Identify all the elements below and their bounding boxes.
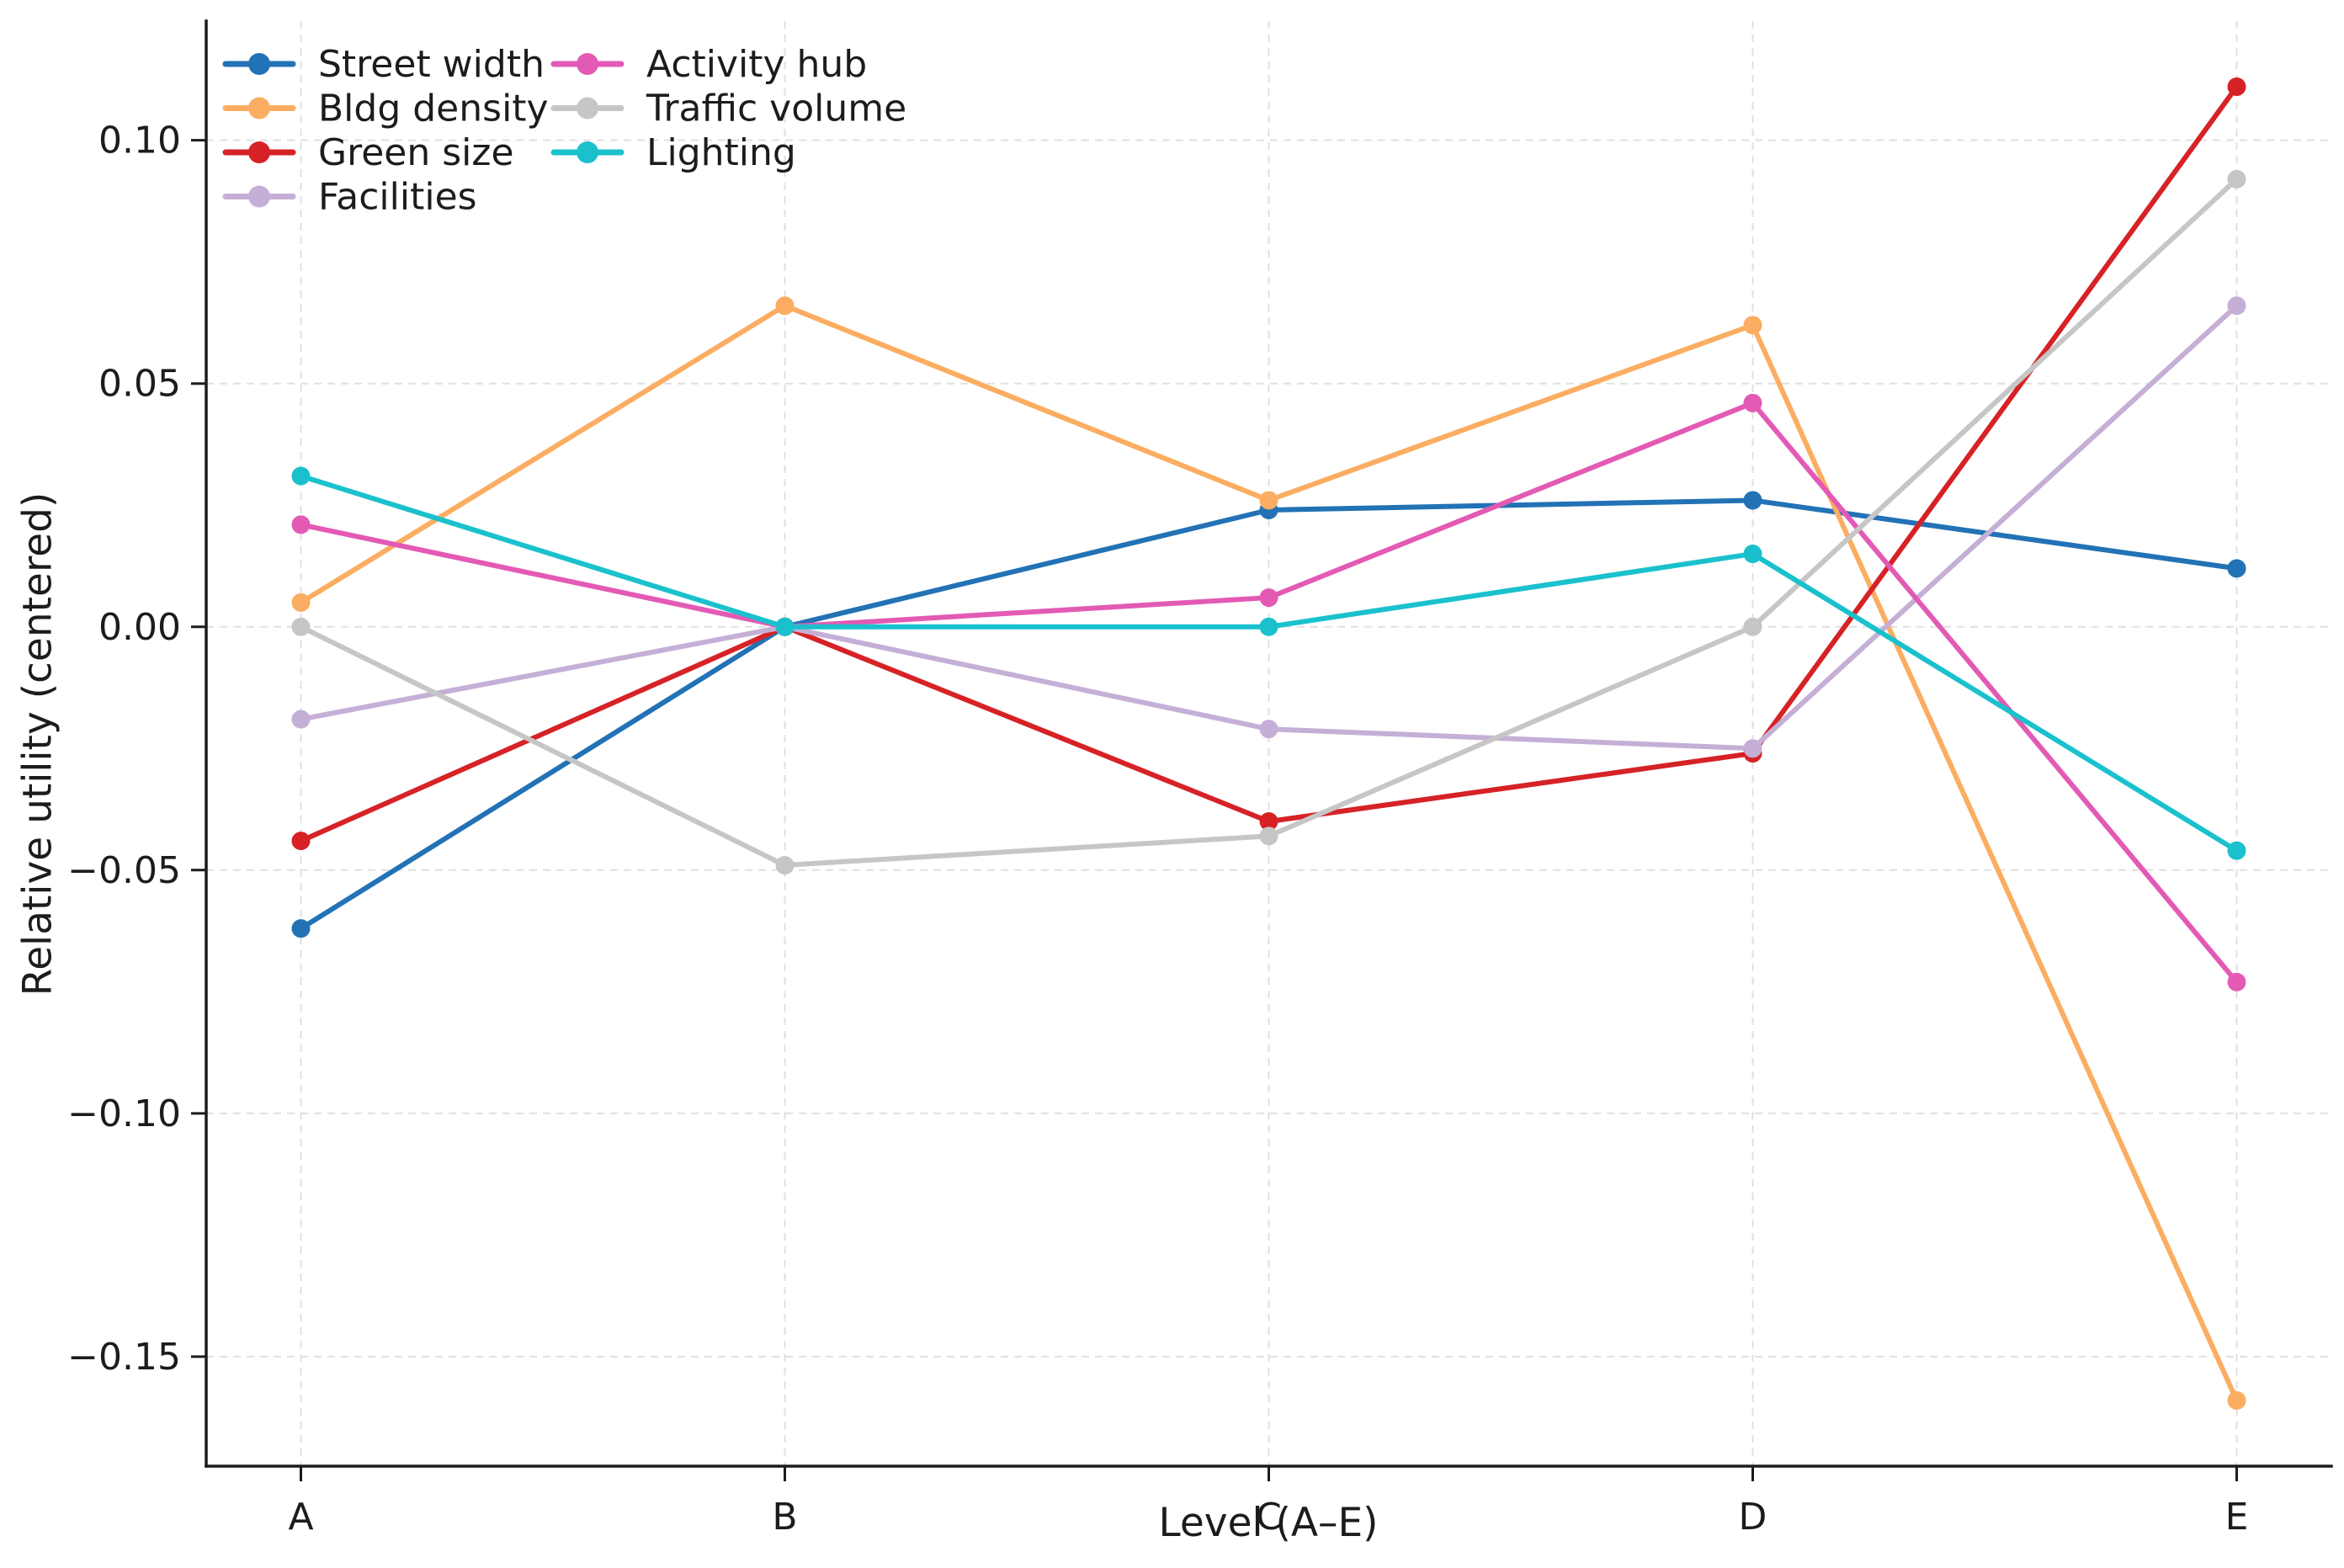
legend-marker [248, 185, 270, 208]
marker-bldg-density-A [291, 593, 311, 612]
marker-traffic-volume-C [1259, 827, 1278, 846]
legend-label: Activity hub [646, 43, 867, 86]
marker-traffic-volume-E [2227, 169, 2246, 189]
x-axis-title: Level (A–E) [1158, 1500, 1379, 1546]
x-tick-label: B [772, 1496, 797, 1539]
legend-label: Lighting [646, 131, 796, 174]
series-bldg-density [291, 296, 2246, 1410]
marker-lighting-A [291, 466, 311, 486]
x-tick-label: A [288, 1496, 313, 1539]
legend-label: Street width [318, 43, 545, 86]
marker-bldg-density-D [1743, 316, 1762, 335]
marker-street-width-E [2227, 559, 2246, 578]
x-tick-label: E [2225, 1496, 2249, 1539]
marker-lighting-E [2227, 841, 2246, 860]
legend-item-lighting: Lighting [550, 131, 796, 174]
marker-bldg-density-B [775, 296, 795, 316]
marker-street-width-D [1743, 491, 1762, 510]
legend-item-activity-hub: Activity hub [550, 43, 867, 86]
series-activity-hub [291, 393, 2246, 991]
marker-lighting-C [1259, 617, 1278, 636]
marker-street-width-A [291, 919, 311, 938]
marker-activity-hub-D [1743, 393, 1762, 412]
y-tick-label: −0.15 [67, 1336, 181, 1379]
legend-marker [577, 53, 598, 75]
marker-activity-hub-A [291, 515, 311, 534]
marker-bldg-density-E [2227, 1390, 2246, 1410]
y-tick-label: 0.10 [98, 120, 181, 162]
legend-item-bldg-density: Bldg density [222, 88, 549, 130]
marker-traffic-volume-A [291, 617, 311, 636]
marker-activity-hub-C [1259, 588, 1278, 608]
legend-label: Green size [318, 131, 514, 174]
marker-lighting-D [1743, 545, 1762, 564]
legend-marker [577, 97, 598, 120]
legend-marker [248, 141, 270, 163]
grid-layer [206, 21, 2331, 1466]
legend-label: Facilities [318, 176, 477, 219]
marker-green-size-A [291, 832, 311, 851]
legend-marker [577, 141, 598, 163]
legend-marker [248, 97, 270, 120]
y-tick-label: −0.10 [67, 1092, 181, 1135]
axes-layer: 0.10 0.05 0.00 −0.05 −0.10 −0.15 A B C D E [67, 19, 2333, 1539]
legend-item-facilities: Facilities [222, 176, 477, 219]
x-tick-label: D [1739, 1496, 1767, 1539]
series-layer [291, 77, 2246, 1410]
marker-bldg-density-C [1259, 491, 1278, 510]
y-tick-label: 0.05 [98, 363, 181, 406]
marker-lighting-B [775, 617, 795, 636]
legend-marker [248, 53, 270, 75]
x-tick-label: C [1256, 1496, 1282, 1539]
legend-item-street-width: Street width [222, 43, 545, 86]
marker-facilities-A [291, 710, 311, 729]
marker-facilities-E [2227, 296, 2246, 316]
marker-traffic-volume-B [775, 856, 795, 875]
marker-facilities-C [1259, 720, 1278, 739]
y-tick-label: 0.00 [98, 606, 181, 649]
legend-item-traffic-volume: Traffic volume [550, 88, 906, 130]
marker-traffic-volume-D [1743, 617, 1762, 636]
marker-green-size-C [1259, 811, 1278, 831]
marker-activity-hub-E [2227, 972, 2246, 991]
y-axis-title: Relative utility (centered) [14, 492, 61, 997]
marker-green-size-E [2227, 77, 2246, 97]
series-traffic-volume [291, 169, 2246, 875]
legend-label: Bldg density [318, 88, 549, 130]
marker-facilities-D [1743, 739, 1762, 758]
series-lighting [291, 466, 2246, 860]
legend-label: Traffic volume [646, 88, 906, 130]
legend-item-green-size: Green size [222, 131, 514, 174]
y-tick-label: −0.05 [67, 849, 181, 892]
